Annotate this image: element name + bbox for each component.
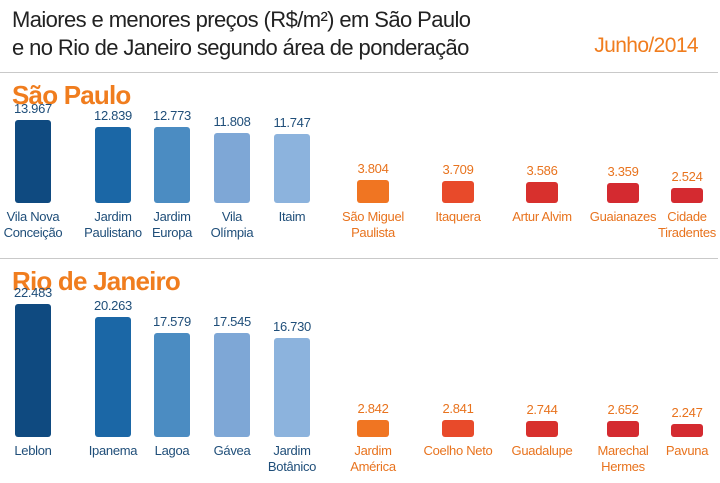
value-label: 2.652 [607, 402, 639, 418]
category-label: Vila Olímpia [210, 209, 254, 240]
bar [15, 120, 51, 203]
value-label: 2.744 [526, 401, 558, 417]
category-label: Guadalupe [511, 443, 573, 458]
category-label: Leblon [14, 443, 52, 458]
bar [607, 183, 639, 203]
category-label: São Miguel Paulista [341, 209, 405, 240]
bar [15, 304, 51, 437]
bar [526, 420, 558, 437]
value-label: 3.586 [526, 162, 558, 178]
category-label: Ipanema [88, 443, 138, 458]
category-label: Artur Alvim [512, 209, 572, 224]
category-label: Cidade Tiradentes [658, 209, 716, 240]
category-label: Jardim América [350, 443, 396, 474]
value-label: 3.359 [607, 164, 639, 180]
value-label: 20.263 [94, 298, 132, 314]
bar [357, 180, 389, 203]
value-label: 2.524 [671, 169, 703, 185]
category-label: Vila Nova Conceição [3, 209, 63, 240]
category-label: Itaim [278, 209, 306, 224]
section-title: Rio de Janeiro [12, 266, 181, 296]
category-label: Jardim Botânico [267, 443, 317, 474]
category-label: Jardim Paulistano [84, 209, 142, 240]
bar [442, 420, 474, 437]
bar [274, 133, 310, 203]
bar [154, 127, 190, 203]
divider [0, 258, 718, 259]
bar [671, 423, 703, 437]
date: Junho/2014 [594, 34, 698, 57]
value-label: 12.773 [153, 108, 191, 124]
category-label: Pavuna [665, 443, 709, 458]
value-label: 2.247 [671, 404, 703, 420]
value-label: 22.483 [14, 285, 52, 300]
bar [607, 421, 639, 437]
bar [526, 181, 558, 203]
value-label: 17.579 [153, 314, 191, 329]
category-label: Lagoa [154, 443, 190, 458]
category-label: Guaianazes [589, 209, 657, 224]
title: Maiores e menores preços (R$/m²) em São … [12, 7, 471, 60]
value-label: 3.804 [357, 161, 389, 177]
category-label: Marechal Hermes [597, 443, 649, 474]
bar [442, 181, 474, 203]
value-label: 11.747 [273, 114, 311, 130]
divider [0, 72, 718, 73]
bar [95, 317, 131, 437]
value-label: 3.709 [442, 162, 474, 178]
category-label: Coelho Neto [423, 443, 493, 458]
value-label: 2.842 [357, 401, 389, 417]
category-label: Itaquera [435, 209, 481, 224]
value-label: 2.841 [442, 401, 474, 417]
bar [274, 338, 310, 437]
bar [214, 333, 250, 437]
value-label: 12.839 [94, 108, 132, 124]
category-label: Jardim Europa [151, 209, 193, 240]
bar [357, 420, 389, 437]
bar [95, 127, 131, 203]
value-label: 13.967 [14, 101, 52, 117]
value-label: 16.730 [273, 319, 311, 335]
bar [214, 133, 250, 203]
category-label: Gávea [213, 443, 251, 458]
value-label: 17.545 [213, 314, 251, 330]
bar [154, 333, 190, 437]
value-label: 11.808 [213, 114, 251, 130]
section-title: São Paulo [12, 80, 131, 110]
bar [671, 188, 703, 203]
